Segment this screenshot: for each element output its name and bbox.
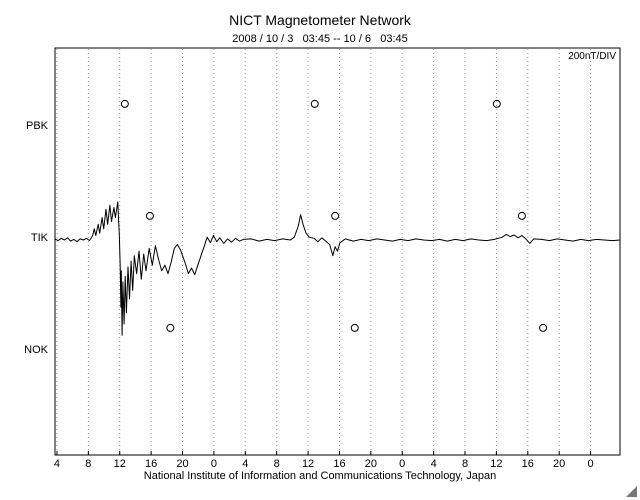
marker-circle: [331, 211, 340, 220]
x-tick-label: 4: [53, 458, 61, 470]
station-label-nok: NOK: [24, 344, 48, 356]
marker-circle: [350, 323, 359, 332]
x-tick-label: 0: [210, 458, 217, 470]
x-tick-label: 8: [273, 458, 280, 470]
resize-grip-icon[interactable]: [626, 486, 637, 497]
marker-circle: [120, 99, 129, 108]
x-tick-label: 12: [490, 458, 503, 470]
marker-circle: [517, 211, 526, 220]
x-tick-label: 16: [521, 458, 534, 470]
scale-label: 200nT/DIV: [568, 51, 616, 62]
x-tick-label: 16: [333, 458, 346, 470]
x-tick-label: 20: [176, 458, 189, 470]
chart-subtitle: 2008 / 10 / 3 03:45 -- 10 / 6 03:45: [232, 33, 408, 45]
x-tick-label: 16: [145, 458, 158, 470]
footer-text: National Institute of Information and Co…: [143, 470, 497, 482]
marker-circle: [166, 323, 175, 332]
station-label-pbk: PBK: [25, 120, 48, 132]
station-label-tik: TIK: [30, 232, 48, 244]
marker-circle: [145, 211, 154, 220]
marker-circle: [310, 99, 319, 108]
plot-border: [54, 47, 621, 456]
x-tick-label: 4: [430, 458, 437, 470]
page-title: NICT Magnetometer Network: [229, 12, 411, 28]
x-tick-label: 20: [364, 458, 377, 470]
x-tick-label: 8: [461, 458, 469, 470]
x-tick-label: 12: [301, 458, 315, 470]
x-tick-label: 12: [113, 458, 126, 470]
x-tick-label: 0: [399, 458, 406, 470]
x-tick-label: 4: [242, 458, 249, 470]
x-tick-label: 0: [587, 458, 594, 470]
x-tick-label: 8: [85, 458, 92, 470]
marker-circle: [539, 323, 548, 332]
marker-circle: [492, 99, 501, 108]
x-tick-label: 20: [553, 458, 566, 470]
trace-tik: [54, 201, 621, 336]
